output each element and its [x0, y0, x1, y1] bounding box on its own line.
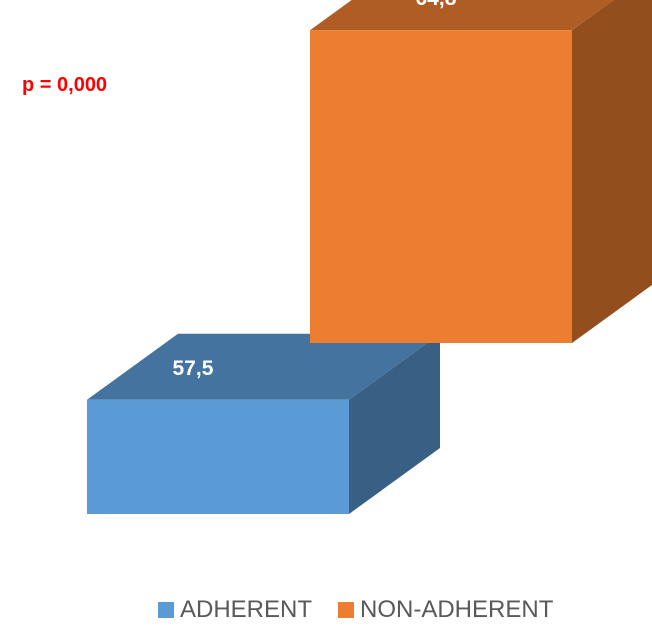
p-value-annotation: p = 0,000 — [22, 74, 108, 96]
value-label-non-adherent: 64,8 — [416, 0, 457, 10]
legend-item-non-adherent: NON-ADHERENT — [338, 596, 553, 624]
legend-swatch-adherent-icon — [158, 602, 174, 618]
bar-side-adherent — [349, 333, 440, 514]
legend-item-adherent: ADHERENT — [158, 596, 312, 624]
bar-top-adherent — [87, 333, 440, 400]
bar-front-non-adherent — [310, 30, 572, 343]
legend-label-non-adherent: NON-ADHERENT — [360, 596, 554, 623]
value-label-adherent: 57,5 — [173, 357, 214, 380]
bar-side-non-adherent — [572, 0, 652, 343]
legend-label-adherent: ADHERENT — [180, 596, 313, 623]
legend: ADHERENT NON-ADHERENT — [158, 596, 553, 624]
legend-swatch-non-adherent-icon — [338, 602, 355, 618]
bar-front-adherent — [87, 399, 349, 514]
bar-top-non-adherent — [310, 0, 614, 31]
